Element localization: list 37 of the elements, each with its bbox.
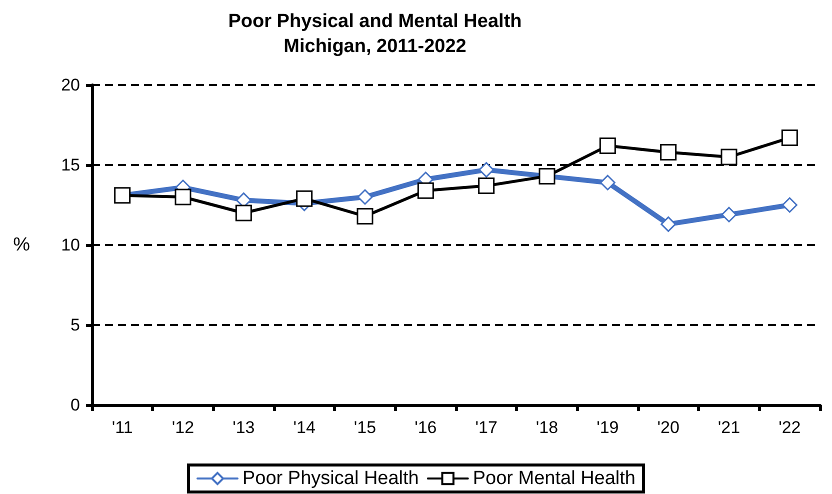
x-tick-label: '20 bbox=[657, 418, 680, 437]
x-tick-label: '12 bbox=[172, 418, 194, 437]
legend-label: Poor Physical Health bbox=[242, 468, 419, 489]
x-tick-label: '17 bbox=[475, 418, 498, 437]
point bbox=[781, 130, 798, 146]
point bbox=[599, 138, 616, 154]
y-axis-title: % bbox=[13, 234, 30, 256]
point bbox=[417, 182, 434, 199]
x-tick-label: '21 bbox=[718, 418, 740, 437]
x-tick-label: '15 bbox=[354, 418, 376, 437]
x-tick-label: '22 bbox=[778, 418, 801, 437]
x-tick-label: '16 bbox=[414, 418, 437, 437]
point bbox=[357, 189, 373, 205]
chart-title: Poor Physical and Mental Health Michigan, 2011-2022 bbox=[228, 11, 522, 57]
y-tick-label: 20 bbox=[61, 76, 80, 94]
point bbox=[478, 162, 494, 178]
y-tick-label: 10 bbox=[61, 236, 80, 254]
point bbox=[478, 178, 495, 194]
x-tick-label: '19 bbox=[596, 418, 619, 437]
point bbox=[235, 204, 252, 222]
x-tick-label: '13 bbox=[232, 418, 255, 437]
x-tick-label: '11 bbox=[112, 418, 133, 437]
y-tick-label: 0 bbox=[70, 396, 80, 414]
point bbox=[174, 188, 192, 206]
point bbox=[660, 144, 677, 160]
point bbox=[782, 197, 798, 213]
x-tick-label: '14 bbox=[293, 418, 316, 437]
point bbox=[356, 208, 374, 224]
point bbox=[600, 174, 616, 190]
x-tick-label: '18 bbox=[536, 418, 558, 437]
point bbox=[660, 216, 676, 232]
legend-label: Poor Mental Health bbox=[472, 468, 636, 489]
point bbox=[296, 190, 313, 207]
y-tick-label: 15 bbox=[61, 156, 80, 174]
y-tick-label: 5 bbox=[70, 316, 80, 334]
point bbox=[720, 148, 738, 166]
point bbox=[721, 206, 737, 222]
